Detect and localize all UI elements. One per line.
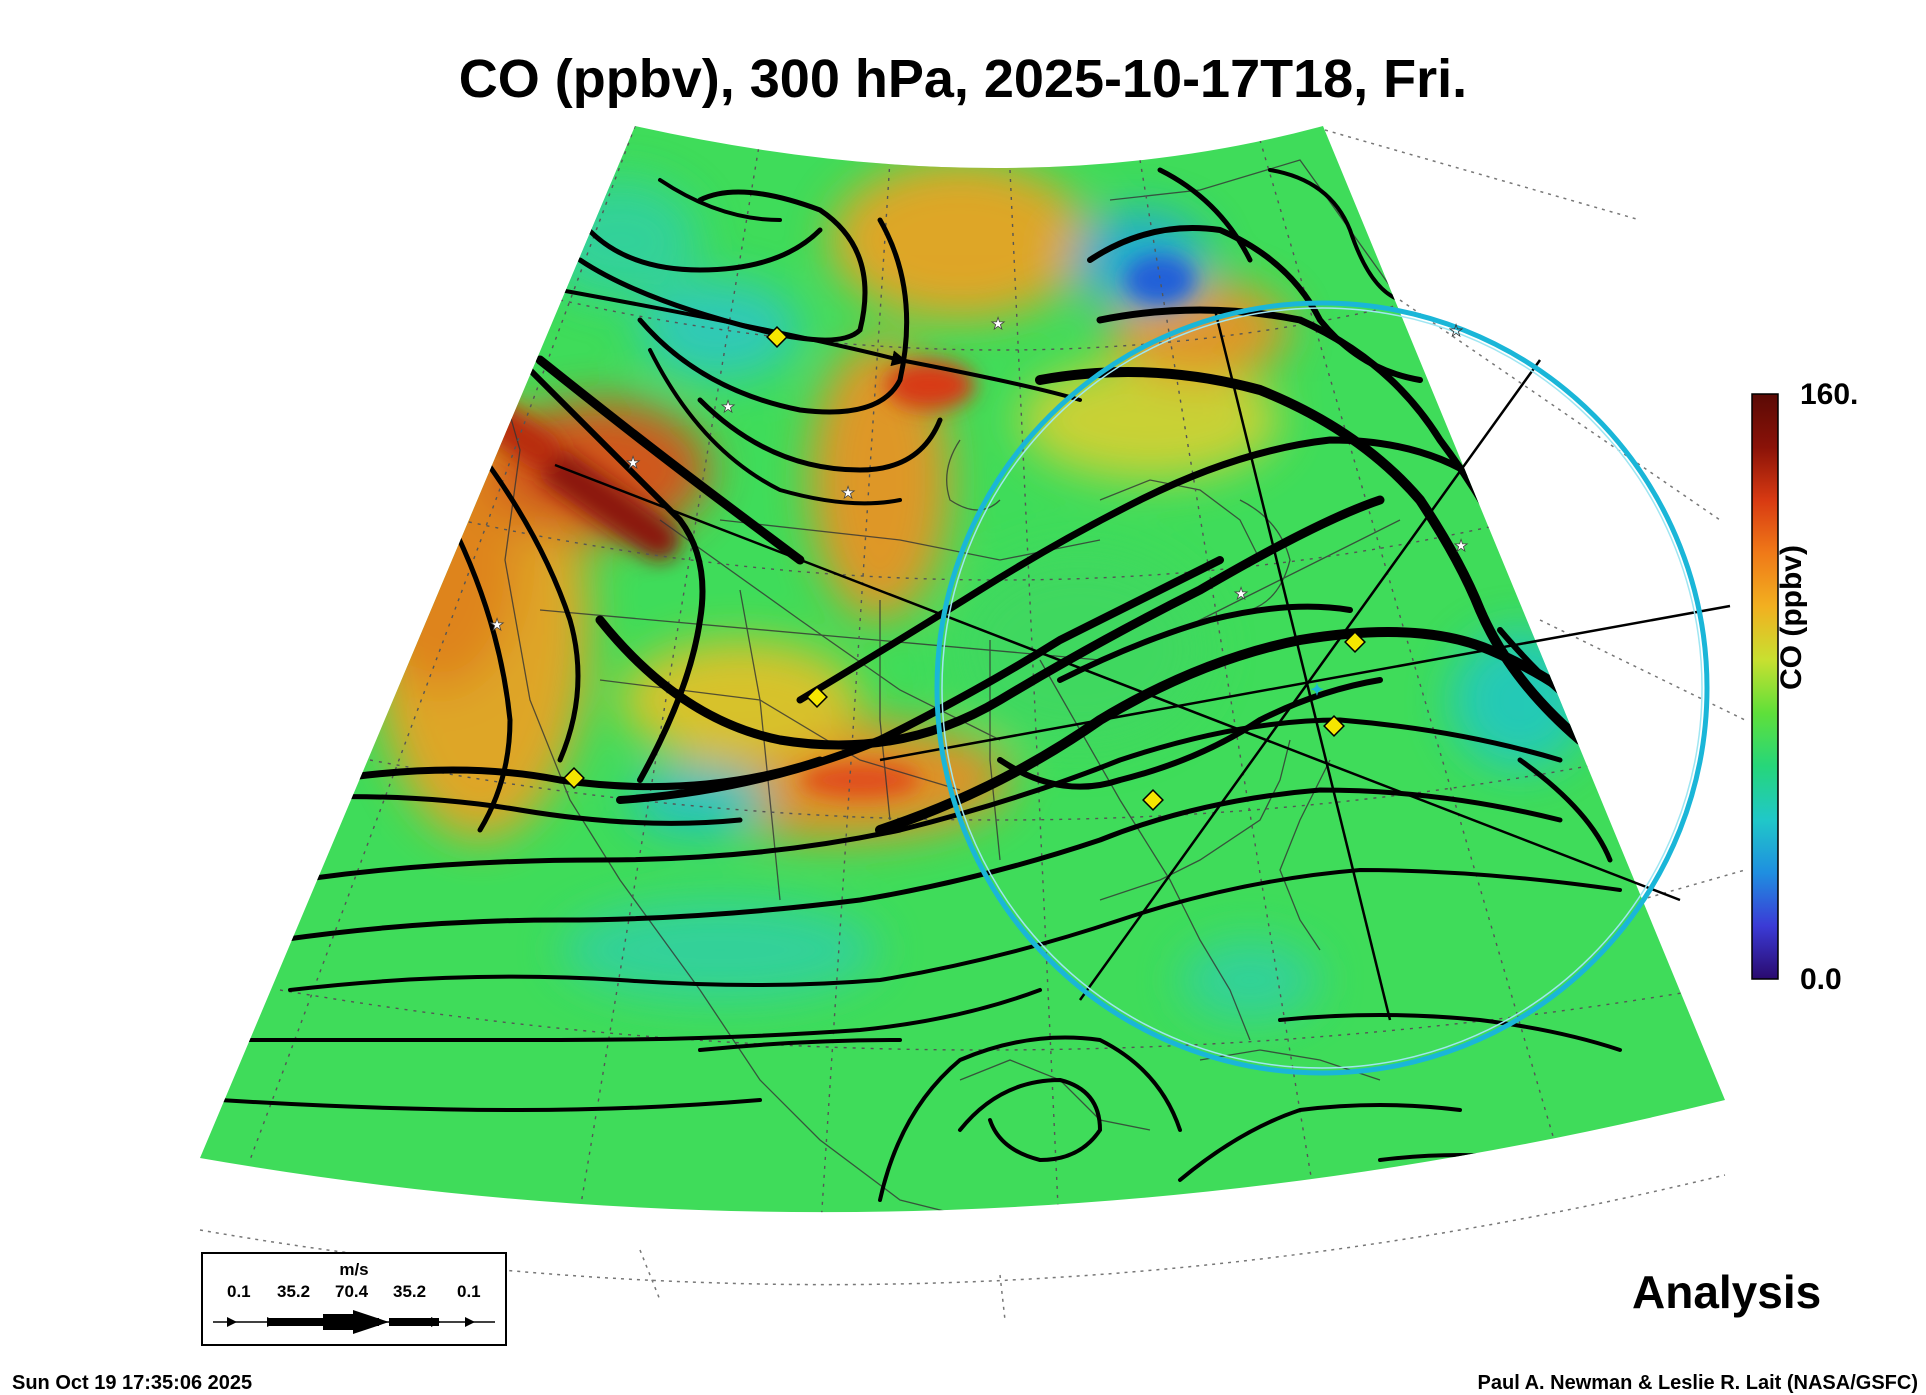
wind-legend-tick: 0.1 <box>227 1282 251 1301</box>
white-star-icon: ★ <box>490 615 504 634</box>
credit-line: Paul A. Newman & Leslie R. Lait (NASA/GS… <box>1477 1372 1918 1394</box>
product-label: Analysis <box>1632 1266 1822 1318</box>
yellow-diamond-icon <box>563 767 585 789</box>
graticule-inner <box>249 126 1701 1213</box>
wind-speed-legend: m/s 0.1 35.2 70.4 35.2 0.1 <box>201 1252 507 1346</box>
wind-legend-tick: 35.2 <box>277 1282 311 1301</box>
white-star-icon: ★ <box>1449 321 1463 340</box>
colorbar-title: CO (ppbv) <box>1775 545 1808 690</box>
colorbar-max-label: 160. <box>1800 378 1859 411</box>
wind-legend-tick: 70.4 <box>335 1282 369 1301</box>
yellow-diamond-icon <box>1142 789 1164 811</box>
yellow-diamond-icon <box>1344 631 1366 653</box>
co-field <box>200 126 1725 1213</box>
white-star-icon: ★ <box>841 483 855 502</box>
white-star-icon: ★ <box>1454 536 1468 555</box>
wind-streamlines <box>218 167 1622 1202</box>
white-star-icon: ★ <box>626 453 640 472</box>
cyan-star-icon: ✦ <box>1310 680 1323 699</box>
range-ring <box>934 300 1710 1076</box>
yellow-diamond-icon <box>806 686 828 708</box>
wind-legend-tick: 0.1 <box>457 1282 481 1301</box>
analysis-overlay <box>554 300 1731 1076</box>
coastlines-and-borders <box>499 159 1481 1213</box>
site-markers <box>563 326 1366 811</box>
white-star-icon: ★ <box>1234 584 1248 603</box>
wind-legend-tick: 35.2 <box>393 1282 427 1301</box>
wind-legend-arrow-icon <box>213 1310 495 1334</box>
white-star-icon: ★ <box>991 314 1005 333</box>
colorbar-min-label: 0.0 <box>1800 963 1842 996</box>
map-title: CO (ppbv), 300 hPa, 2025-10-17T18, Fri. <box>458 49 1468 109</box>
colorbar <box>1751 393 1779 980</box>
graticule-outer <box>199 129 1746 1321</box>
white-star-icon: ★ <box>721 397 735 416</box>
generated-timestamp: Sun Oct 19 17:35:06 2025 <box>12 1372 253 1394</box>
yellow-diamond-icon <box>1323 715 1345 737</box>
yellow-diamond-icon <box>766 326 788 348</box>
station-stars: ★ ★ ★ ★ ★ ★ ★ ★ ✦ <box>489 314 1468 700</box>
wind-legend-unit: m/s <box>339 1260 369 1279</box>
